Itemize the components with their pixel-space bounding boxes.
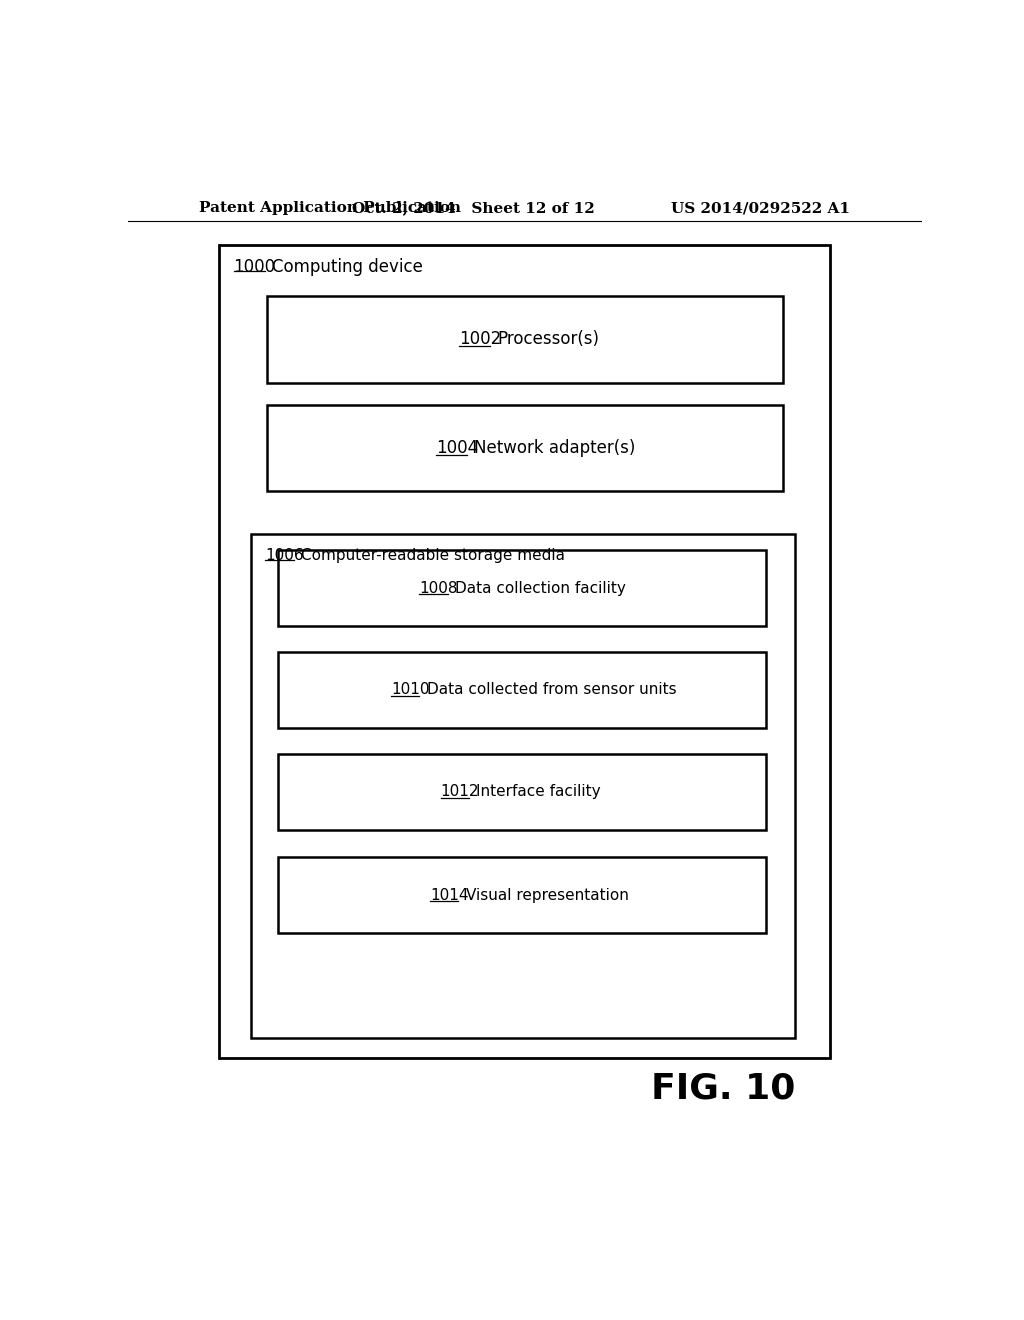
Text: Processor(s): Processor(s) [498,330,600,348]
Text: Computer-readable storage media: Computer-readable storage media [301,548,565,562]
Text: 1000: 1000 [233,257,275,276]
Bar [267,296,782,383]
Text: 1014: 1014 [430,888,469,903]
Bar [279,754,766,830]
Text: Interface facility: Interface facility [476,784,601,799]
Text: Oct. 2, 2014   Sheet 12 of 12: Oct. 2, 2014 Sheet 12 of 12 [352,201,595,215]
Bar [279,857,766,933]
Text: Computing device: Computing device [272,257,423,276]
Bar [267,405,782,491]
Text: Data collected from sensor units: Data collected from sensor units [427,682,676,697]
Text: 1006: 1006 [265,548,304,562]
Text: 1002: 1002 [459,330,501,348]
Text: US 2014/0292522 A1: US 2014/0292522 A1 [671,201,850,215]
Text: Visual representation: Visual representation [466,888,629,903]
Bar [279,652,766,729]
Bar [251,535,795,1038]
Text: Patent Application Publication: Patent Application Publication [200,201,462,215]
Text: Data collection facility: Data collection facility [455,581,626,595]
Text: 1004: 1004 [435,440,478,457]
Bar [279,550,766,627]
Text: FIG. 10: FIG. 10 [651,1072,796,1106]
Text: 1012: 1012 [440,784,479,799]
Text: Network adapter(s): Network adapter(s) [474,440,636,457]
Bar [219,244,830,1057]
Text: 1010: 1010 [391,682,429,697]
Text: 1008: 1008 [420,581,458,595]
